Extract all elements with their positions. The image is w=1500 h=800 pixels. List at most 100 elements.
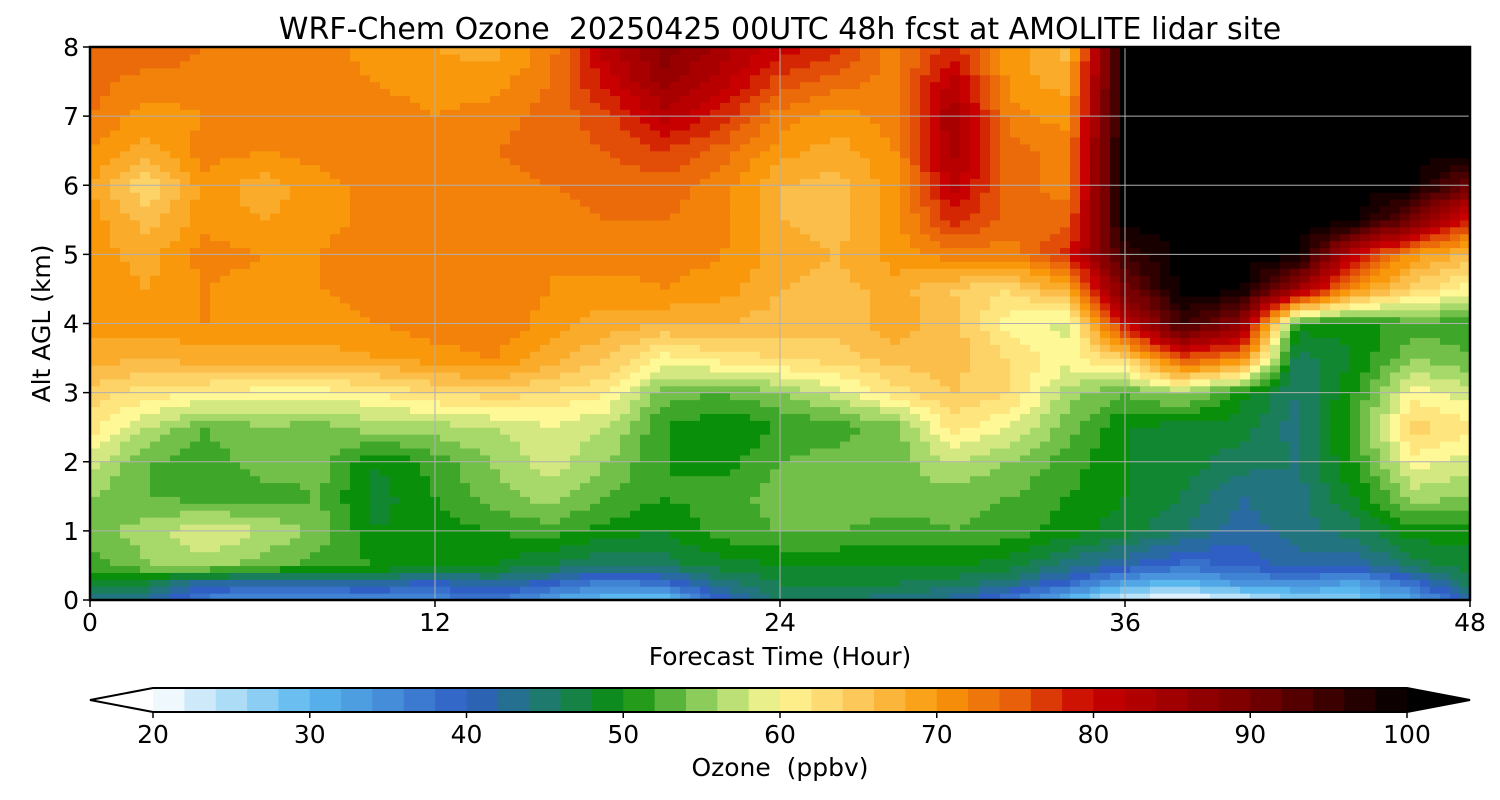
- heatmap-cell: [930, 544, 941, 553]
- heatmap-cell: [570, 579, 581, 587]
- heatmap-cell: [320, 413, 331, 421]
- heatmap-cell: [260, 378, 271, 387]
- heatmap-cell: [970, 441, 981, 449]
- heatmap-cell: [710, 434, 721, 442]
- heatmap-cell: [310, 551, 321, 560]
- heatmap-cell: [1060, 461, 1071, 470]
- heatmap-cell: [610, 565, 621, 573]
- heatmap-cell: [930, 503, 941, 511]
- heatmap-cell: [1410, 503, 1421, 511]
- heatmap-cell: [890, 517, 901, 525]
- heatmap-cell: [500, 558, 511, 567]
- heatmap-cell: [1420, 496, 1431, 504]
- heatmap-cell: [690, 489, 701, 497]
- heatmap-cell: [960, 468, 971, 477]
- heatmap-cell: [180, 447, 191, 456]
- heatmap-cell: [200, 510, 211, 518]
- heatmap-cell: [400, 482, 411, 490]
- heatmap-cell: [630, 579, 641, 587]
- heatmap-cell: [190, 344, 201, 352]
- heatmap-cell: [530, 579, 541, 587]
- heatmap-cell: [940, 482, 951, 490]
- heatmap-cell: [270, 461, 281, 470]
- heatmap-cell: [790, 358, 801, 366]
- heatmap-cell: [780, 447, 791, 456]
- heatmap-cell: [1150, 489, 1161, 497]
- heatmap-cell: [1030, 461, 1041, 470]
- heatmap-cell: [570, 544, 581, 553]
- heatmap-cell: [910, 427, 921, 435]
- heatmap-cell: [540, 413, 551, 421]
- heatmap-cell: [910, 503, 921, 511]
- heatmap-cell: [790, 489, 801, 497]
- heatmap-cell: [190, 413, 201, 421]
- heatmap-cell: [1100, 392, 1111, 401]
- heatmap-cell: [190, 447, 201, 456]
- heatmap-cell: [930, 489, 941, 497]
- heatmap-cell: [830, 537, 841, 546]
- heatmap-cell: [540, 371, 551, 380]
- heatmap-cell: [890, 503, 901, 511]
- heatmap-cell: [1170, 392, 1181, 401]
- heatmap-cell: [1140, 427, 1151, 435]
- heatmap-cell: [1000, 523, 1011, 532]
- heatmap-cell: [1190, 385, 1201, 394]
- heatmap-cell: [790, 475, 801, 484]
- heatmap-cell: [160, 434, 171, 442]
- heatmap-cell: [1360, 364, 1371, 373]
- heatmap-cell: [740, 406, 751, 414]
- heatmap-cell: [1320, 364, 1331, 373]
- heatmap-cell: [360, 503, 371, 511]
- heatmap-cell: [1060, 468, 1071, 477]
- heatmap-cell: [1290, 434, 1301, 442]
- heatmap-cell: [520, 565, 531, 573]
- heatmap-cell: [260, 385, 271, 394]
- heatmap-cell: [890, 454, 901, 463]
- heatmap-cell: [910, 537, 921, 546]
- heatmap-cell: [350, 475, 361, 484]
- heatmap-cell: [890, 441, 901, 449]
- heatmap-cell: [540, 579, 551, 587]
- heatmap-cell: [260, 475, 271, 484]
- heatmap-cell: [370, 482, 381, 490]
- heatmap-cell: [1150, 461, 1161, 470]
- heatmap-cell: [1150, 441, 1161, 449]
- heatmap-cell: [1000, 406, 1011, 414]
- heatmap-cell: [640, 523, 651, 532]
- heatmap-cell: [380, 351, 391, 359]
- heatmap-cell: [790, 420, 801, 428]
- heatmap-cell: [1220, 489, 1231, 497]
- heatmap-cell: [160, 510, 171, 518]
- heatmap-cell: [1080, 489, 1091, 497]
- heatmap-cell: [1010, 420, 1021, 428]
- heatmap-cell: [770, 517, 781, 525]
- heatmap-cell: [1420, 351, 1431, 359]
- heatmap-cell: [190, 558, 201, 567]
- heatmap-cell: [890, 434, 901, 442]
- heatmap-cell: [970, 461, 981, 470]
- heatmap-cell: [440, 544, 451, 553]
- heatmap-cell: [1380, 392, 1391, 401]
- heatmap-cell: [870, 413, 881, 421]
- heatmap-cell: [1420, 489, 1431, 497]
- heatmap-cell: [1270, 447, 1281, 456]
- heatmap-cell: [1340, 565, 1351, 573]
- heatmap-cell: [620, 475, 631, 484]
- heatmap-cell: [1150, 399, 1161, 408]
- heatmap-cell: [820, 565, 831, 573]
- heatmap-cell: [640, 392, 651, 401]
- heatmap-cell: [1040, 434, 1051, 442]
- heatmap-cell: [310, 454, 321, 463]
- heatmap-cell: [860, 427, 871, 435]
- heatmap-cell: [1020, 364, 1031, 373]
- heatmap-cell: [550, 392, 561, 401]
- heatmap-cell: [470, 475, 481, 484]
- heatmap-cell: [1390, 489, 1401, 497]
- heatmap-cell: [810, 544, 821, 553]
- heatmap-cell: [1200, 454, 1211, 463]
- heatmap-cell: [500, 454, 511, 463]
- heatmap-cell: [990, 517, 1001, 525]
- heatmap-cell: [290, 461, 301, 470]
- heatmap-cell: [800, 399, 811, 408]
- heatmap-cell: [150, 344, 161, 352]
